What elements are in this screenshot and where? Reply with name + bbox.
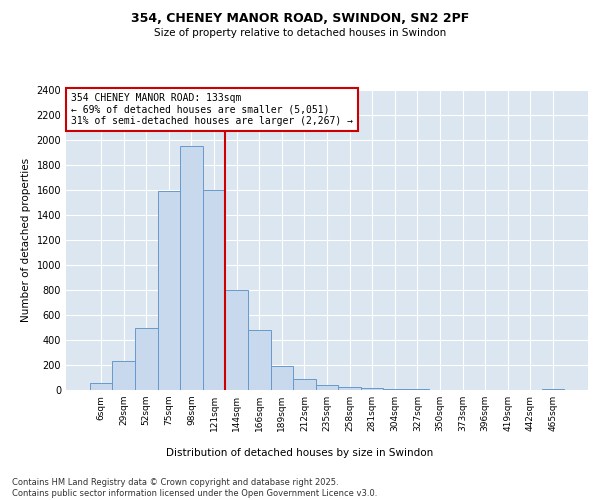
Text: Contains HM Land Registry data © Crown copyright and database right 2025.
Contai: Contains HM Land Registry data © Crown c… xyxy=(12,478,377,498)
Bar xyxy=(542,388,564,390)
Text: Distribution of detached houses by size in Swindon: Distribution of detached houses by size … xyxy=(166,448,434,458)
Bar xyxy=(112,361,135,390)
Bar xyxy=(338,387,361,390)
Bar xyxy=(361,388,383,390)
Bar xyxy=(248,330,271,390)
Bar xyxy=(316,385,338,390)
Bar xyxy=(158,190,180,390)
Y-axis label: Number of detached properties: Number of detached properties xyxy=(21,158,31,322)
Bar xyxy=(135,328,158,390)
Bar xyxy=(90,383,112,390)
Bar xyxy=(180,146,203,390)
Bar xyxy=(293,380,316,390)
Text: Size of property relative to detached houses in Swindon: Size of property relative to detached ho… xyxy=(154,28,446,38)
Bar xyxy=(383,389,406,390)
Bar xyxy=(226,290,248,390)
Bar xyxy=(203,190,226,390)
Bar xyxy=(271,366,293,390)
Text: 354, CHENEY MANOR ROAD, SWINDON, SN2 2PF: 354, CHENEY MANOR ROAD, SWINDON, SN2 2PF xyxy=(131,12,469,26)
Text: 354 CHENEY MANOR ROAD: 133sqm
← 69% of detached houses are smaller (5,051)
31% o: 354 CHENEY MANOR ROAD: 133sqm ← 69% of d… xyxy=(71,93,353,126)
